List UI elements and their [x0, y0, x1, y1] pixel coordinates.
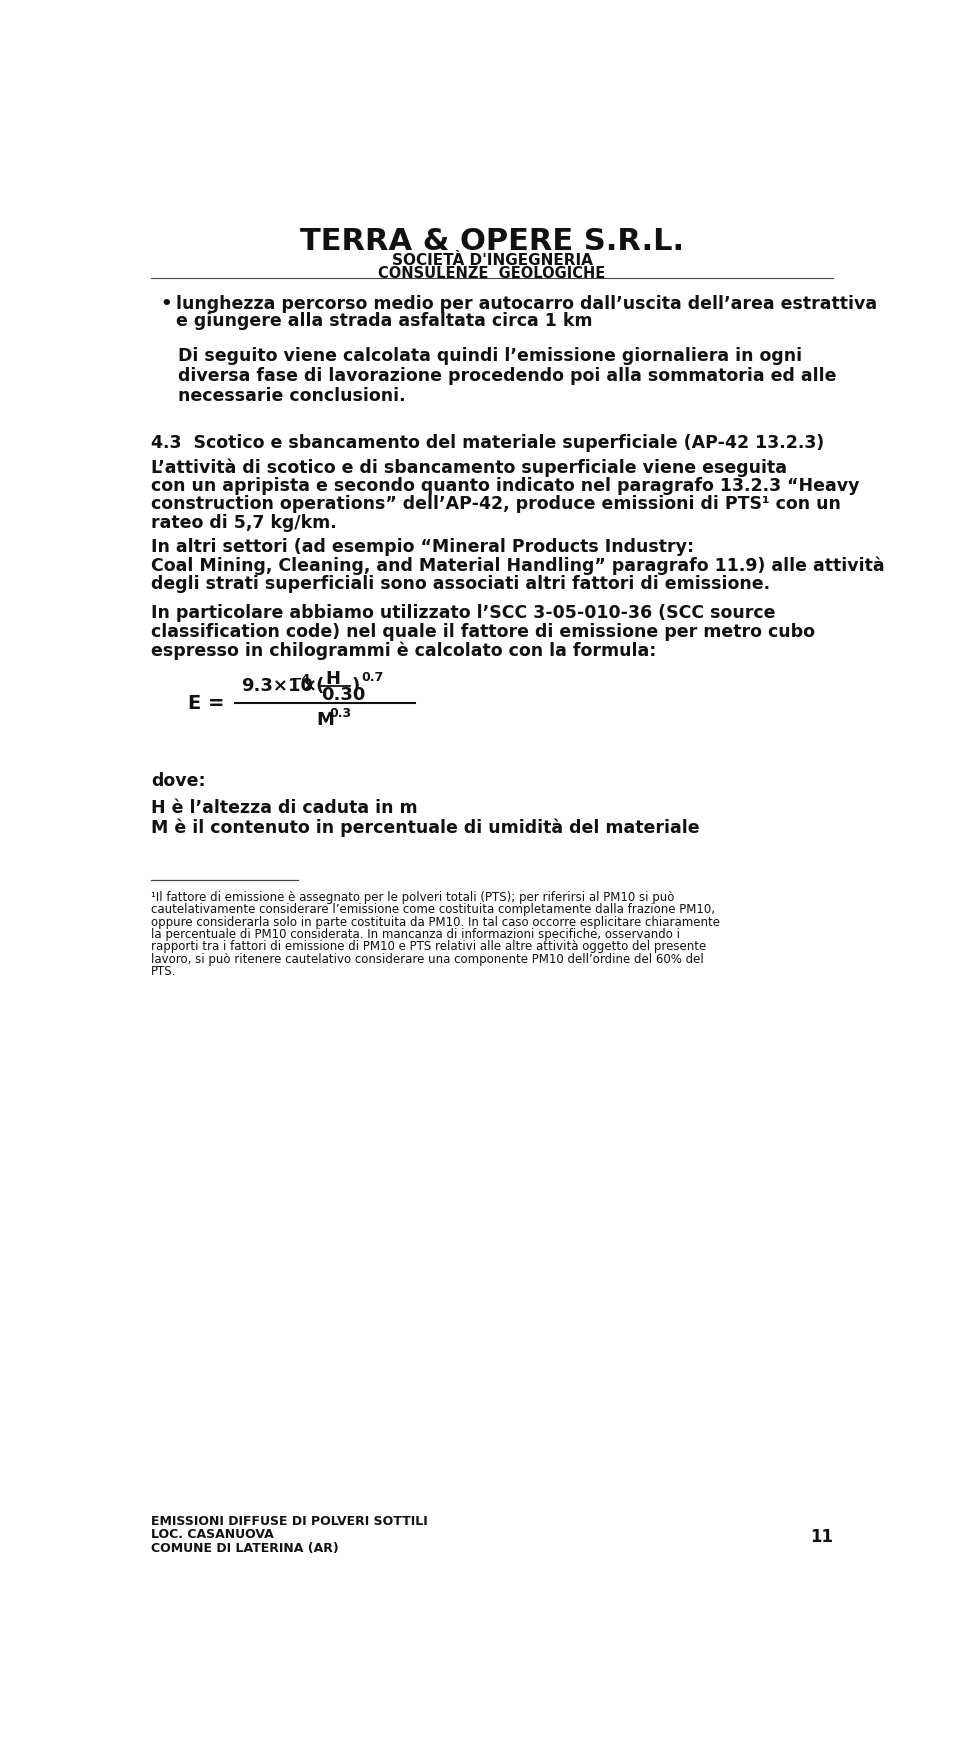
Text: PTS.: PTS.: [151, 965, 177, 978]
Text: ×(: ×(: [301, 676, 324, 696]
Text: CONSULENZE  GEOLOGICHE: CONSULENZE GEOLOGICHE: [378, 266, 606, 280]
Text: M è il contenuto in percentuale di umidità del materiale: M è il contenuto in percentuale di umidi…: [151, 818, 700, 837]
Text: lunghezza percorso medio per autocarro dall’uscita dell’area estrattiva: lunghezza percorso medio per autocarro d…: [176, 294, 876, 314]
Text: cautelativamente considerare l’emissione come costituita completamente dalla fra: cautelativamente considerare l’emissione…: [151, 904, 715, 916]
Text: In altri settori (ad esempio “Mineral Products Industry:: In altri settori (ad esempio “Mineral Pr…: [151, 538, 694, 557]
Text: rapporti tra i fattori di emissione di PM10 e PTS relativi alle altre attività o: rapporti tra i fattori di emissione di P…: [151, 941, 707, 953]
Text: construction operations” dell’AP-42, produce emissioni di PTS¹ con un: construction operations” dell’AP-42, pro…: [151, 496, 841, 513]
Text: 4.3  Scotico e sbancamento del materiale superficiale (AP-42 13.2.3): 4.3 Scotico e sbancamento del materiale …: [151, 433, 825, 452]
Text: Di seguito viene calcolata quindi l’emissione giornaliera in ogni: Di seguito viene calcolata quindi l’emis…: [179, 347, 803, 366]
Text: con un apripista e secondo quanto indicato nel paragrafo 13.2.3 “Heavy: con un apripista e secondo quanto indica…: [151, 477, 859, 494]
Text: M: M: [317, 711, 335, 729]
Text: rateo di 5,7 kg/km.: rateo di 5,7 kg/km.: [151, 513, 337, 531]
Text: e giungere alla strada asfaltata circa 1 km: e giungere alla strada asfaltata circa 1…: [176, 312, 592, 329]
Text: In particolare abbiamo utilizzato l’SCC 3-05-010-36 (SCC source: In particolare abbiamo utilizzato l’SCC …: [151, 604, 776, 622]
Text: −4: −4: [291, 673, 310, 685]
Text: SOCIETÀ D'INGEGNERIA: SOCIETÀ D'INGEGNERIA: [392, 252, 592, 268]
Text: lavoro, si può ritenere cautelativo considerare una componente PM10 dell’ordine : lavoro, si può ritenere cautelativo cons…: [151, 953, 704, 965]
Text: E =: E =: [188, 694, 225, 713]
Text: la percentuale di PM10 considerata. In mancanza di informazioni specifiche, osse: la percentuale di PM10 considerata. In m…: [151, 929, 680, 941]
Text: 0.30: 0.30: [321, 685, 365, 704]
Text: 0.7: 0.7: [361, 671, 383, 683]
Text: Coal Mining, Cleaning, and Material Handling” paragrafo 11.9) alle attività: Coal Mining, Cleaning, and Material Hand…: [151, 557, 884, 575]
Text: 0.3: 0.3: [329, 706, 351, 720]
Text: ): ): [351, 676, 360, 696]
Text: L’attività di scotico e di sbancamento superficiale viene eseguita: L’attività di scotico e di sbancamento s…: [151, 459, 787, 477]
Text: dove:: dove:: [151, 773, 205, 790]
Text: classification code) nel quale il fattore di emissione per metro cubo: classification code) nel quale il fattor…: [151, 624, 815, 641]
Text: necessarie conclusioni.: necessarie conclusioni.: [179, 387, 406, 405]
Text: ¹Il fattore di emissione è assegnato per le polveri totali (PTS); per riferirsi : ¹Il fattore di emissione è assegnato per…: [151, 892, 674, 904]
Text: TERRA & OPERE S.R.L.: TERRA & OPERE S.R.L.: [300, 228, 684, 256]
Text: H è l’altezza di caduta in m: H è l’altezza di caduta in m: [151, 799, 418, 816]
Text: LOC. CASANUOVA: LOC. CASANUOVA: [151, 1528, 274, 1542]
Text: diversa fase di lavorazione procedendo poi alla sommatoria ed alle: diversa fase di lavorazione procedendo p…: [179, 368, 836, 385]
Text: 9.3×10: 9.3×10: [241, 676, 313, 696]
Text: H: H: [325, 671, 341, 689]
Text: EMISSIONI DIFFUSE DI POLVERI SOTTILI: EMISSIONI DIFFUSE DI POLVERI SOTTILI: [151, 1515, 428, 1528]
Text: oppure considerarla solo in parte costituita da PM10. In tal caso occorre esplic: oppure considerarla solo in parte costit…: [151, 916, 720, 929]
Text: COMUNE DI LATERINA (AR): COMUNE DI LATERINA (AR): [151, 1542, 339, 1554]
Text: •: •: [160, 294, 172, 314]
Text: 11: 11: [810, 1528, 833, 1547]
Text: espresso in chilogrammi è calcolato con la formula:: espresso in chilogrammi è calcolato con …: [151, 641, 657, 661]
Text: degli strati superficiali sono associati altri fattori di emissione.: degli strati superficiali sono associati…: [151, 575, 770, 594]
